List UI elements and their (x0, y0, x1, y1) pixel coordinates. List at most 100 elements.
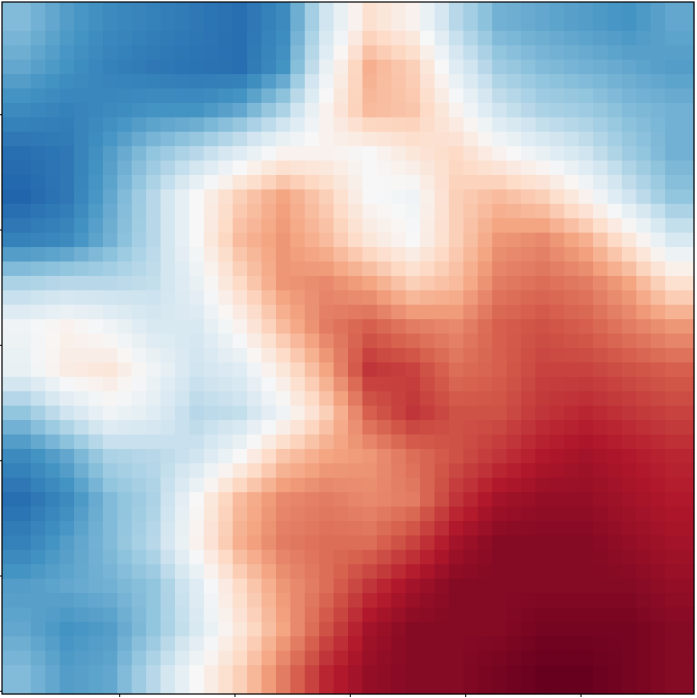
heatmap-cell (333, 506, 349, 522)
heatmap-cell (203, 319, 219, 335)
heatmap-cell (102, 88, 118, 104)
heatmap-cell (232, 549, 248, 565)
heatmap-cell (492, 679, 508, 695)
heatmap-cell (362, 621, 378, 637)
heatmap-cell (578, 477, 594, 493)
heatmap-cell (549, 319, 565, 335)
heatmap-cell (247, 650, 263, 666)
heatmap-cell (607, 506, 623, 522)
heatmap-cell (275, 117, 291, 133)
heatmap-cell (593, 448, 609, 464)
heatmap-cell (45, 160, 61, 176)
heatmap-cell (175, 275, 191, 291)
heatmap-cell (448, 290, 464, 306)
heatmap-cell (348, 448, 364, 464)
heatmap-cell (506, 535, 522, 551)
heatmap-cell (30, 290, 46, 306)
heatmap-cell (492, 218, 508, 234)
heatmap-cell (348, 477, 364, 493)
heatmap-cell (362, 117, 378, 133)
heatmap-cell (16, 102, 32, 118)
heatmap-cell (578, 463, 594, 479)
heatmap-cell (261, 607, 277, 623)
heatmap-cell (275, 578, 291, 594)
heatmap-cell (578, 564, 594, 580)
heatmap-cell (304, 30, 320, 46)
heatmap-cell (391, 679, 407, 695)
heatmap-cell (549, 607, 565, 623)
heatmap-cell (564, 131, 580, 147)
heatmap-cell (420, 261, 436, 277)
heatmap-cell (434, 88, 450, 104)
heatmap-cell (665, 420, 681, 436)
heatmap-cell (247, 290, 263, 306)
heatmap-cell (275, 506, 291, 522)
heatmap-cell (131, 203, 147, 219)
heatmap-cell (189, 146, 205, 162)
heatmap-cell (477, 319, 493, 335)
heatmap-cell (218, 16, 234, 32)
heatmap-cell (203, 477, 219, 493)
heatmap-cell (59, 218, 75, 234)
heatmap-cell (621, 218, 637, 234)
heatmap-cell (88, 549, 104, 565)
heatmap-cell (290, 593, 306, 609)
heatmap-cell (636, 203, 652, 219)
heatmap-cell (189, 333, 205, 349)
heatmap-cell (391, 621, 407, 637)
heatmap-cell (492, 333, 508, 349)
heatmap-cell (59, 203, 75, 219)
heatmap-cell (261, 679, 277, 695)
heatmap-cell (275, 607, 291, 623)
heatmap-cell (88, 74, 104, 90)
heatmap-cell (261, 549, 277, 565)
heatmap-cell (477, 218, 493, 234)
heatmap-cell (564, 218, 580, 234)
heatmap-cell (492, 45, 508, 61)
heatmap-cell (59, 247, 75, 263)
heatmap-cell (30, 261, 46, 277)
heatmap-cell (290, 146, 306, 162)
heatmap-cell (448, 232, 464, 248)
heatmap-cell (290, 117, 306, 133)
heatmap-cell (521, 376, 537, 392)
heatmap-cell (506, 218, 522, 234)
heatmap-cell (420, 492, 436, 508)
heatmap-cell (448, 420, 464, 436)
heatmap-cell (549, 2, 565, 18)
heatmap-cell (88, 232, 104, 248)
heatmap-cell (74, 261, 90, 277)
heatmap-cell (16, 131, 32, 147)
heatmap-cell (275, 189, 291, 205)
heatmap-cell (333, 175, 349, 191)
heatmap-cell (593, 102, 609, 118)
heatmap-cell (521, 16, 537, 32)
heatmap-cell (290, 261, 306, 277)
heatmap-cell (304, 348, 320, 364)
heatmap-cell (405, 117, 421, 133)
heatmap-cell (521, 521, 537, 537)
heatmap-cell (621, 16, 637, 32)
heatmap-cell (420, 218, 436, 234)
heatmap-cell (679, 247, 695, 263)
heatmap-cell (275, 492, 291, 508)
heatmap-cell (521, 434, 537, 450)
heatmap-cell (146, 549, 162, 565)
heatmap-cell (304, 45, 320, 61)
heatmap-cell (333, 607, 349, 623)
heatmap-cell (232, 74, 248, 90)
heatmap-cell (535, 650, 551, 666)
heatmap-cell (290, 578, 306, 594)
heatmap-cell (593, 521, 609, 537)
heatmap-cell (492, 117, 508, 133)
heatmap-cell (549, 333, 565, 349)
heatmap-cell (362, 16, 378, 32)
heatmap-cell (348, 88, 364, 104)
heatmap-cell (146, 131, 162, 147)
heatmap-cell (146, 521, 162, 537)
heatmap-cell (117, 650, 133, 666)
heatmap-cell (45, 650, 61, 666)
heatmap-cell (391, 348, 407, 364)
heatmap-cell (348, 131, 364, 147)
heatmap-cell (175, 448, 191, 464)
